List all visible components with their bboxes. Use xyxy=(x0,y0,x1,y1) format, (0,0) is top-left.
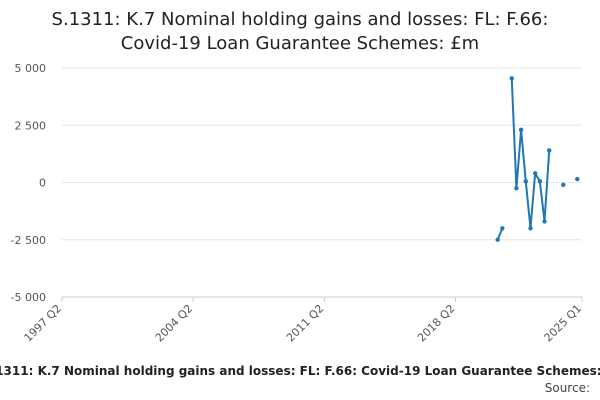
chart-title-line-2: Covid-19 Loan Guarantee Schemes: £m xyxy=(120,33,480,54)
chart-title: S.1311: K.7 Nominal holding gains and lo… xyxy=(0,8,600,56)
data-point xyxy=(575,176,580,182)
x-tick-label: 2025 Q1 xyxy=(542,302,585,345)
chart-title-line-1: S.1311: K.7 Nominal holding gains and lo… xyxy=(51,9,549,30)
y-tick-label: 0 xyxy=(39,177,46,190)
y-tick-label: 5 000 xyxy=(15,62,47,75)
y-tick-label: -2 500 xyxy=(11,234,46,247)
data-point xyxy=(514,186,519,191)
data-point xyxy=(528,226,533,231)
y-tick-label: -5 000 xyxy=(11,291,46,304)
data-point xyxy=(537,179,543,184)
series-line xyxy=(510,78,551,230)
footer-series-title: S.1311: K.7 Nominal holding gains and lo… xyxy=(0,364,600,378)
data-point xyxy=(500,226,505,231)
x-tick-label: 1997 Q2 xyxy=(22,302,65,345)
data-point xyxy=(547,148,552,153)
data-point xyxy=(542,219,547,224)
footer-source: Source: xyxy=(544,381,590,395)
x-tick-label: 2011 Q2 xyxy=(284,302,327,345)
y-tick-label: 2 500 xyxy=(15,119,47,132)
data-point xyxy=(561,182,566,187)
x-tick-label: 2004 Q2 xyxy=(153,302,196,345)
data-point xyxy=(523,179,528,184)
data-point xyxy=(518,127,524,133)
x-tick-label: 2018 Q2 xyxy=(415,302,458,345)
data-point xyxy=(509,76,514,81)
data-point xyxy=(495,237,500,242)
data-point xyxy=(532,171,538,176)
